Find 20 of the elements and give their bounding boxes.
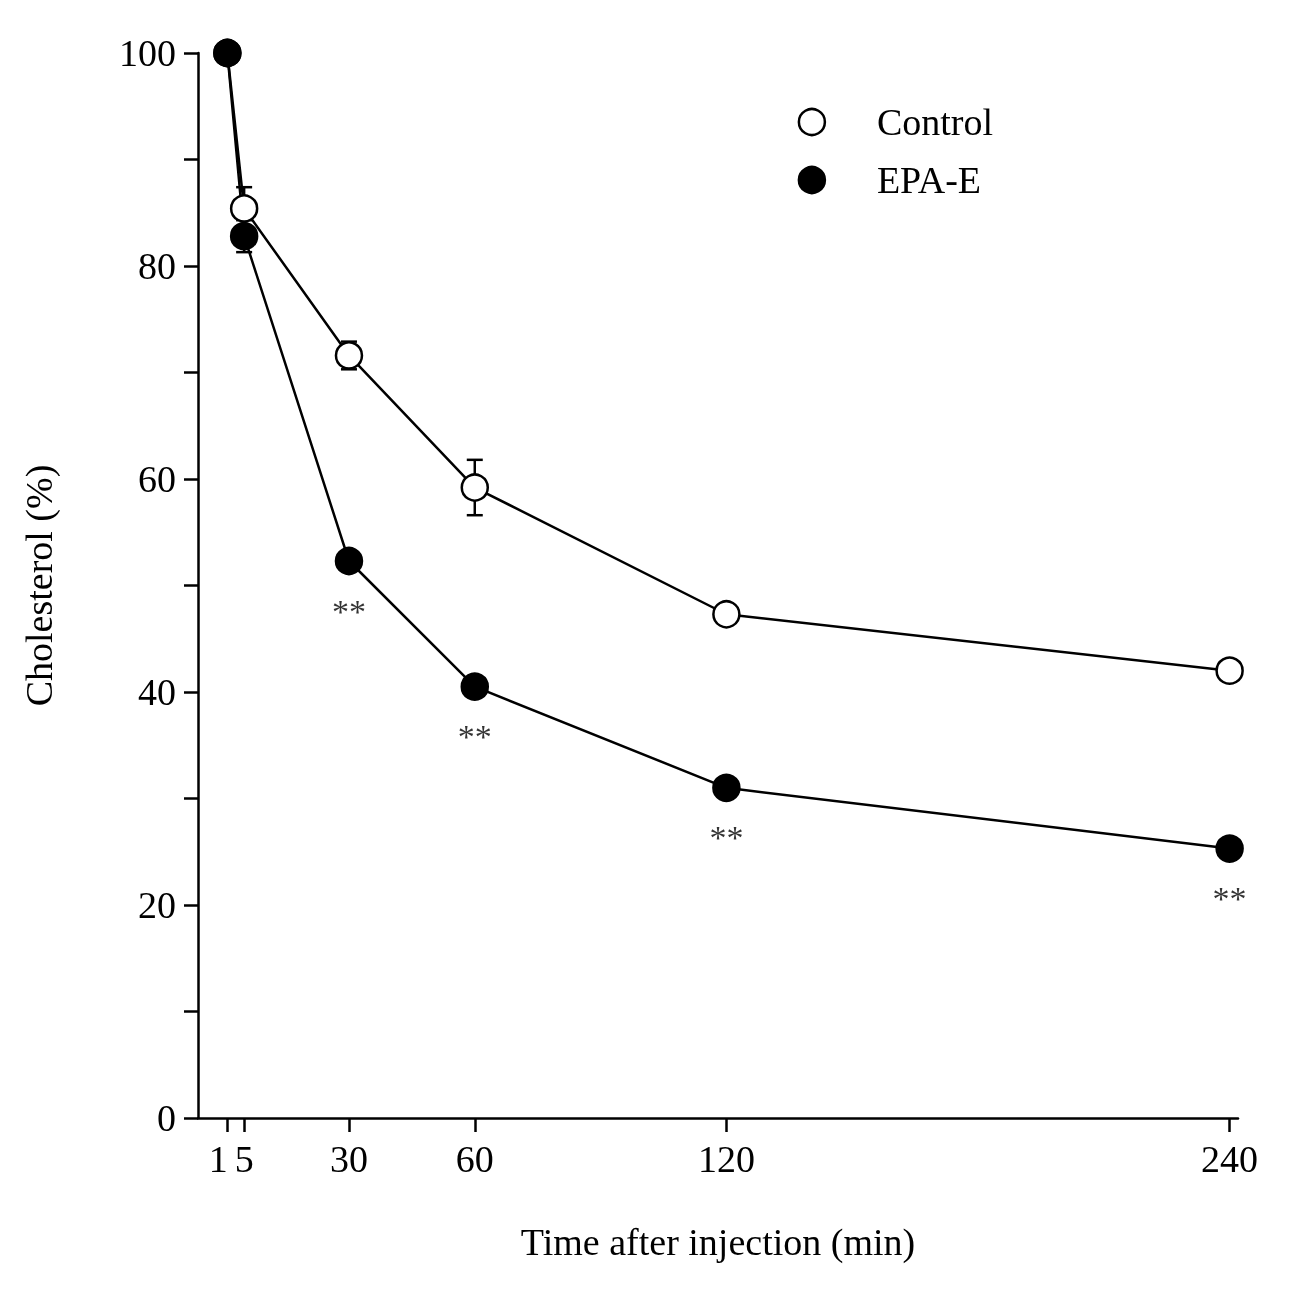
y-tick-label: 80	[138, 245, 176, 287]
y-tick-label: 40	[138, 671, 176, 713]
y-tick-label: 60	[138, 458, 176, 500]
x-tick-label: 120	[697, 1138, 755, 1180]
annotation: **	[331, 592, 366, 630]
annotation: **	[709, 819, 744, 857]
legend-label: EPA-E	[876, 159, 982, 201]
x-axis-title: Time after injection (min)	[520, 1221, 916, 1264]
legend-label: Control	[876, 101, 994, 143]
x-tick-label: 5	[234, 1138, 254, 1180]
x-tick-label: 240	[1201, 1138, 1259, 1180]
y-tick-label: 100	[119, 32, 176, 74]
y-tick-label: 0	[157, 1097, 176, 1139]
annotation: **	[1212, 880, 1247, 918]
annotation: **	[457, 718, 492, 756]
y-axis-title: Cholesterol (%)	[18, 464, 61, 707]
x-tick-label: 1	[208, 1138, 228, 1180]
x-tick-label: 60	[455, 1138, 494, 1180]
y-tick-label: 20	[138, 884, 176, 926]
x-tick-label: 30	[329, 1138, 368, 1180]
